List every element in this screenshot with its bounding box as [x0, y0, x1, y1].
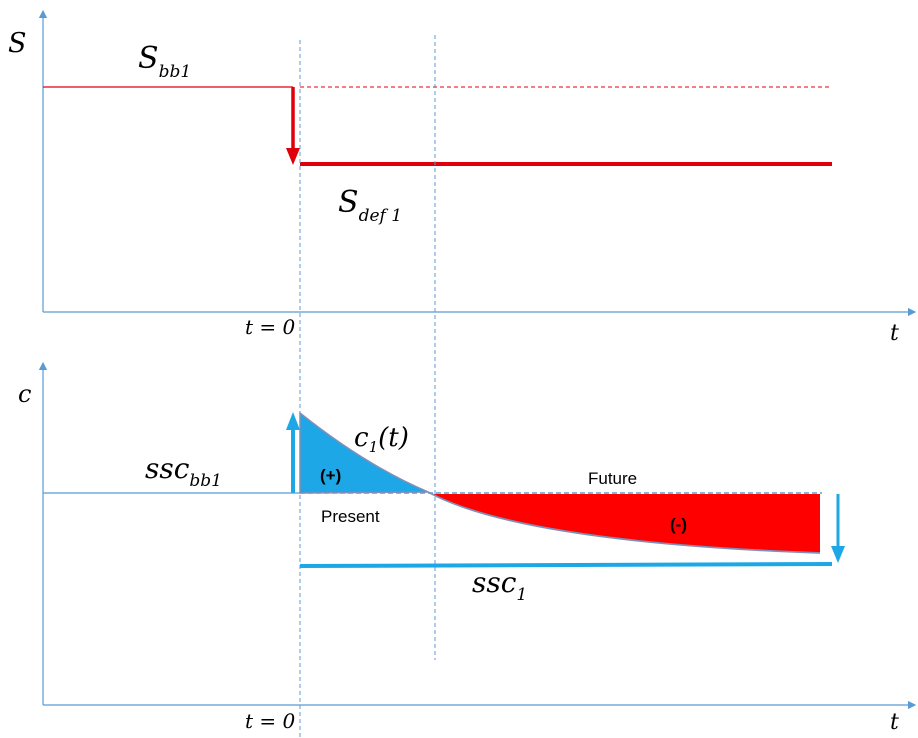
future-label: Future — [588, 469, 637, 488]
ssc-1-line — [299, 562, 833, 568]
c1-curve-label: c1(t) — [354, 423, 409, 456]
down-arrow-icon — [831, 546, 845, 563]
c1-curve-future — [427, 491, 821, 554]
top-y-axis-label: S — [8, 28, 27, 59]
bottom-t0-label: t = 0 — [245, 709, 296, 733]
bottom-panel: c t t = 0 sscbb1 ssc1 c1(t) (+) (-) Pres… — [18, 361, 917, 735]
negative-region-label: (-) — [670, 515, 687, 534]
ssc-1-label: ssc1 — [472, 566, 527, 605]
present-label: Present — [321, 507, 380, 526]
negative-region — [428, 492, 820, 553]
top-x-axis-label: t — [890, 321, 899, 346]
bottom-y-axis-label: c — [18, 380, 31, 408]
down-arrow-icon — [286, 148, 300, 165]
s-def1-label: Sdef 1 — [338, 185, 402, 226]
positive-region-label: (+) — [320, 466, 341, 485]
positive-region — [299, 411, 429, 494]
s-bb1-label: Sbb1 — [138, 41, 191, 82]
bottom-x-axis-label: t — [890, 710, 899, 735]
top-panel: S t t = 0 Sbb1 Sdef 1 — [8, 9, 917, 346]
ssc-bb1-label: sscbb1 — [145, 452, 222, 491]
up-arrow-icon — [286, 412, 300, 430]
top-t0-label: t = 0 — [245, 315, 296, 339]
